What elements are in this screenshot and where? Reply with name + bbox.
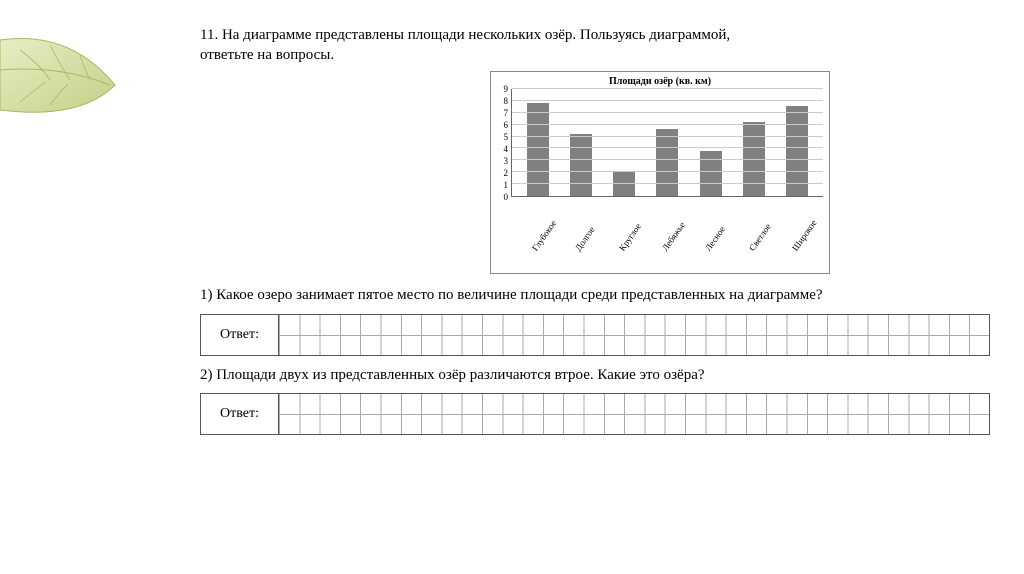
bar-chart: Площади озёр (кв. км) 0123456789 Глубоко… [490, 71, 830, 274]
gridline [512, 124, 823, 125]
question-1: 1) Какое озеро занимает пятое место по в… [200, 286, 1000, 306]
bar-Глубокое [527, 103, 549, 196]
gridline [512, 183, 823, 184]
answer-box-1: Ответ: [200, 314, 990, 356]
answer-label-1: Ответ: [201, 315, 279, 355]
chart-plot: 0123456789 [497, 89, 823, 229]
gridline [512, 100, 823, 101]
x-label: Лесное [703, 229, 748, 270]
bar-Лебяжье [656, 129, 678, 196]
plot-area [511, 89, 823, 197]
bars-group [512, 89, 823, 196]
intro-line-1: 11. На диаграмме представлены площади не… [200, 27, 730, 43]
gridline [512, 112, 823, 113]
problem-intro: 11. На диаграмме представлены площади не… [200, 26, 1000, 65]
x-axis-labels: ГлубокоеДолгоеКруглоеЛебяжьеЛесноеСветло… [511, 229, 823, 269]
gridline [512, 159, 823, 160]
x-label: Глубокое [530, 229, 575, 270]
x-label: Долгое [573, 229, 618, 270]
bar-Долгое [570, 134, 592, 196]
answer-grid-1[interactable] [279, 315, 989, 355]
x-label: Круглое [617, 229, 662, 270]
gridline [512, 136, 823, 137]
answer-label-2: Ответ: [201, 394, 279, 434]
bar-Лесное [700, 151, 722, 196]
x-label: Светлое [747, 229, 792, 270]
question-2: 2) Площади двух из представленных озёр р… [200, 366, 1000, 386]
gridline [512, 88, 823, 89]
x-label: Широкое [790, 229, 835, 270]
intro-line-2: ответьте на вопросы. [200, 47, 334, 63]
leaf-decoration [0, 30, 130, 150]
answer-grid-2[interactable] [279, 394, 989, 434]
gridline [512, 147, 823, 148]
answer-box-2: Ответ: [200, 393, 990, 435]
content-area: 11. На диаграмме представлены площади не… [200, 26, 1000, 435]
y-axis: 0123456789 [497, 89, 511, 197]
gridline [512, 171, 823, 172]
chart-title: Площади озёр (кв. км) [497, 76, 823, 87]
x-label: Лебяжье [660, 229, 705, 270]
